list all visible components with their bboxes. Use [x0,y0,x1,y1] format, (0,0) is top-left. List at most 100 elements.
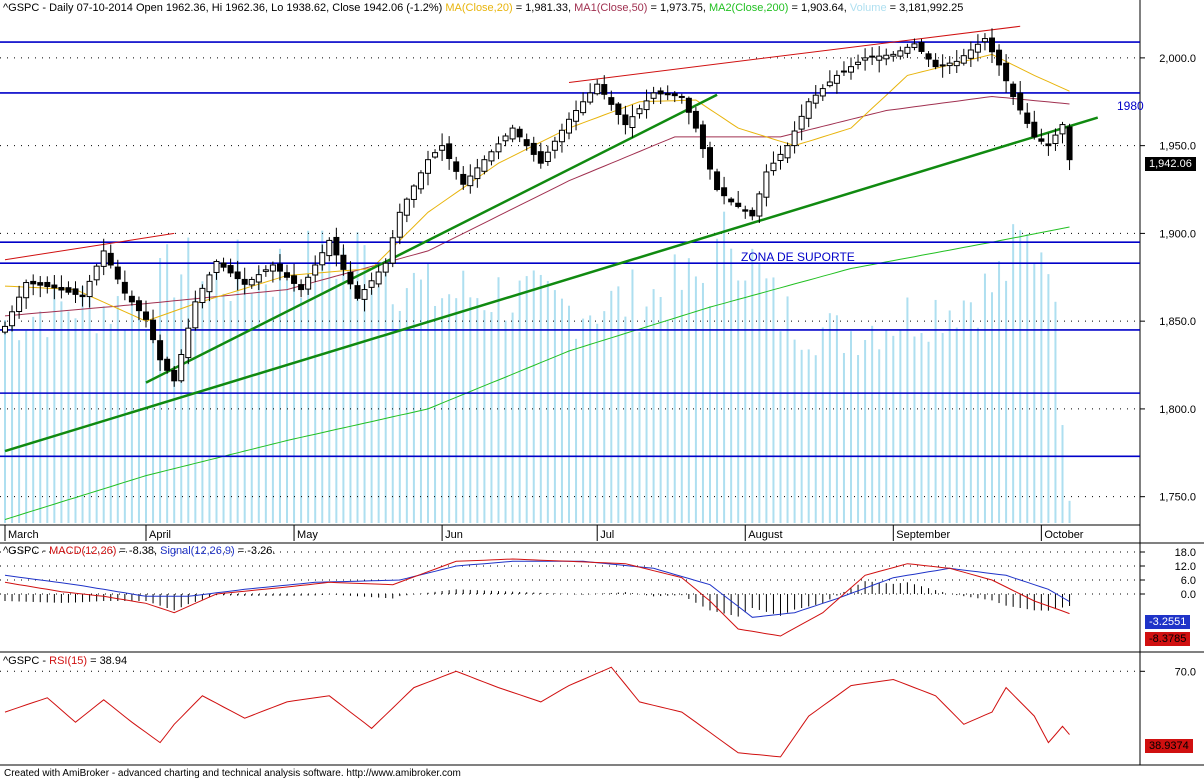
macd-axis-tick-label: 0.0 [1181,589,1196,601]
candle-body [227,265,234,274]
volume-bar [293,278,296,523]
macd-prefix: ^GSPC - [3,545,50,557]
header-prefix: ^GSPC - Daily 07-10-2014 Open 1962.36, H… [3,2,446,14]
volume-bar [4,319,6,523]
price-header: ^GSPC - Daily 07-10-2014 Open 1962.36, H… [3,2,963,14]
candle-body [220,262,227,268]
volume-bar [737,280,740,523]
volume-bar [793,339,796,523]
volume-bar [723,211,726,524]
candle-body [164,358,171,371]
candle-body [932,59,939,68]
macd-value-tag: -8.3785 [1145,632,1191,646]
volume-bar [716,238,719,524]
volume-bar [74,318,77,523]
candle-body [23,282,30,299]
volume-bar [539,274,542,523]
trend-line [4,116,1099,453]
volume-bar [659,296,662,523]
macd-value: = -8.38, [116,545,161,557]
volume-bar [920,333,923,523]
volume-bar [1019,230,1022,523]
volume-bar [779,331,782,523]
candle-body [262,269,269,272]
candle-body [721,187,728,197]
candle-body [291,275,298,284]
volume-bar [934,299,937,523]
candle-body [615,103,622,115]
candle-body [199,287,206,304]
candle-body [798,115,805,130]
volume-bar [694,276,697,523]
candle-body [664,92,671,96]
candle-body [502,135,509,142]
volume-bar [53,284,56,523]
volume-bar [518,280,521,523]
volume-bar [441,298,444,523]
candle-body [51,284,58,289]
volume-bar [448,294,451,523]
candle-body [79,294,86,298]
volume-bar [250,293,253,523]
volume-bar [11,314,14,523]
volume-bar [596,323,599,523]
volume-bar [130,304,133,523]
volume-bar [81,286,84,523]
candle-body [566,118,572,134]
candle-body [312,264,319,276]
volume-bar [412,272,415,523]
candle-body [276,263,283,272]
candle-body [608,97,615,105]
volume-bar [687,258,690,523]
volume-bar [278,248,281,523]
candle-body [396,211,403,238]
candle-body [876,55,883,61]
volume-bar [582,318,585,523]
macd-legend: MACD(12,26) [49,545,117,557]
candle-body [347,271,354,285]
candle-body [375,271,382,285]
volume-bar [511,312,514,523]
candle-body [523,139,530,147]
month-label: October [1044,529,1083,541]
volume-bar [807,349,810,523]
volume-bar [864,339,867,523]
macd-header: ^GSPC - MACD(12,26) = -8.38, Signal(12,2… [3,545,275,557]
volume-bar [673,254,676,523]
volume-bar [546,281,549,523]
candle-body [735,202,742,207]
volume-bar [109,323,112,523]
volume-bar [321,230,324,523]
candle-body [114,266,121,280]
volume-bar [152,329,155,523]
candle-body [1045,143,1052,147]
candle-body [185,327,192,359]
candle-body [389,237,396,264]
candle-body [65,287,72,293]
volume-bar [102,306,105,523]
candle-body [241,278,248,285]
candle-body [178,354,185,382]
volume-bar [25,330,28,523]
candle-body [107,252,114,266]
volume-bar [1068,500,1071,523]
candle-body [580,101,587,114]
candle-body [2,325,8,333]
volume-bar [575,338,578,523]
channel-line [4,232,175,261]
candle-body [481,159,488,172]
volume-bar [342,248,345,523]
candle-body [946,62,953,67]
month-label: April [149,529,171,541]
candle-body [643,100,650,111]
candle-body [382,262,389,273]
volume-bar [18,340,21,523]
volume-bar [899,330,902,523]
price-axis-tick-label: 1,900.0 [1159,228,1196,240]
ma200-value: = 1,903.64, [788,2,850,14]
candle-body [742,209,749,212]
ma200-line [4,226,1070,520]
candle-body [996,49,1003,66]
volume-bar [1061,425,1064,523]
